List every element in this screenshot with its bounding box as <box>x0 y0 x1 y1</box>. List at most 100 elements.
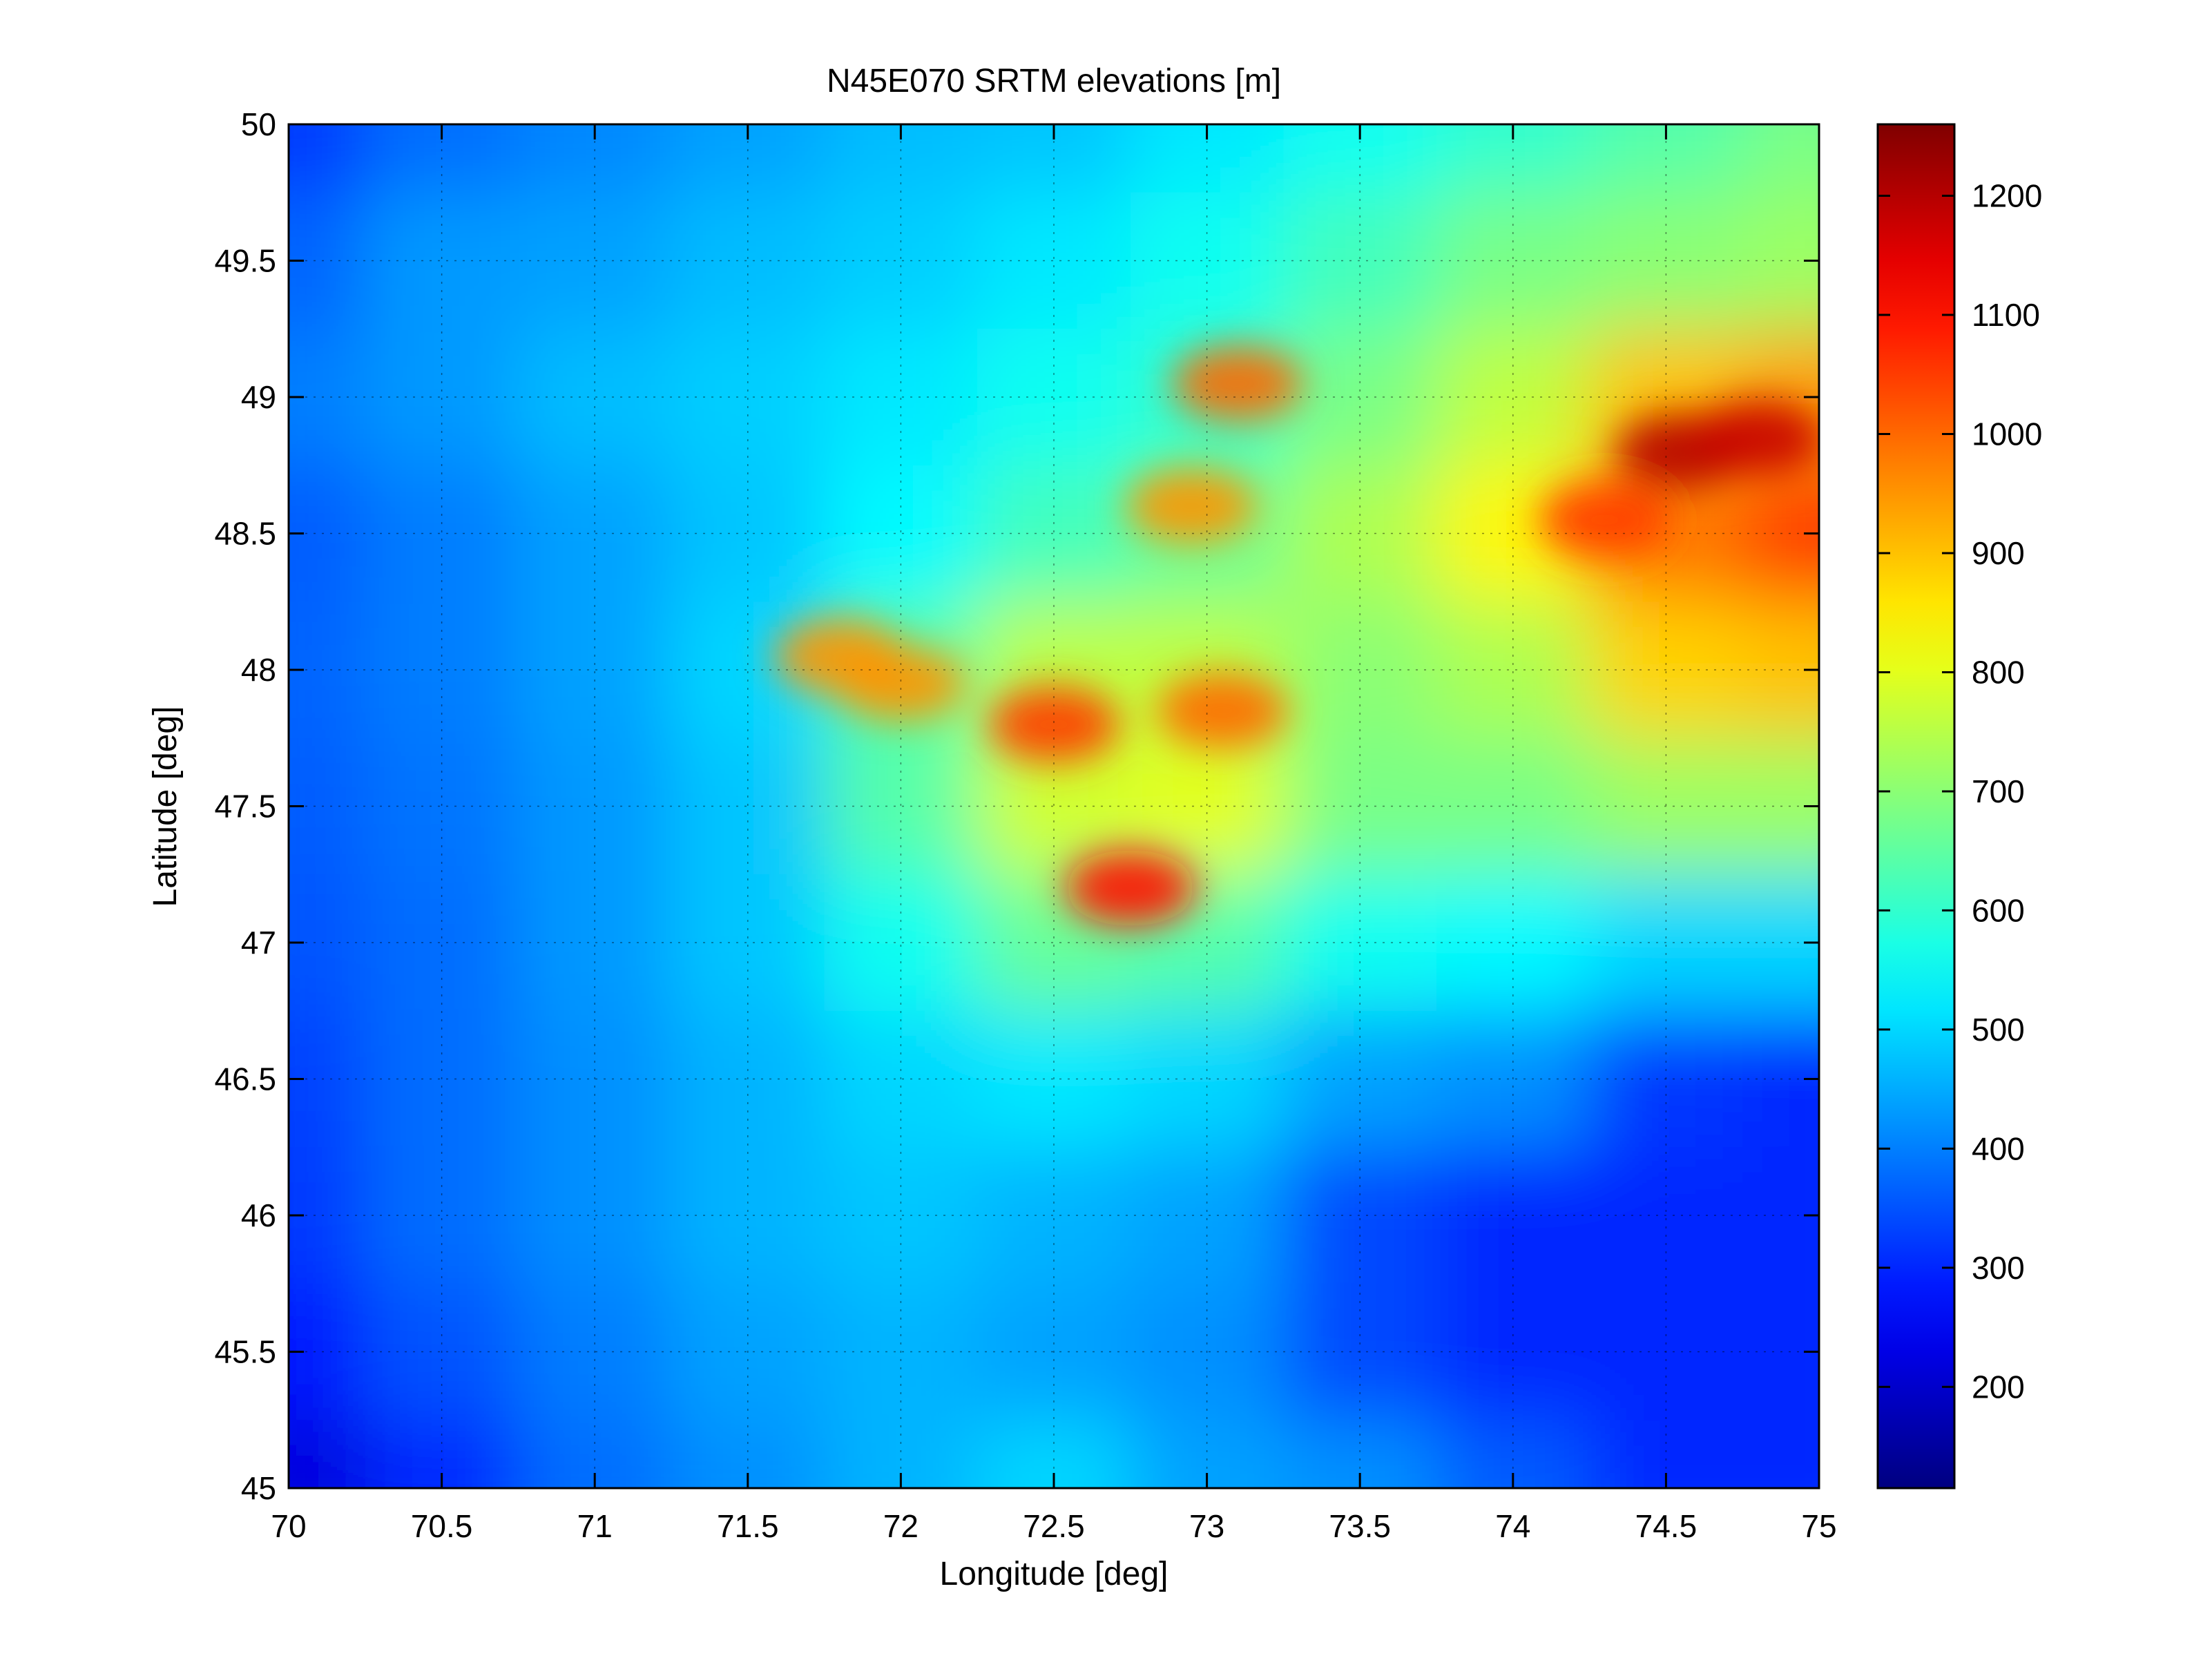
heatmap-peaks <box>773 345 1819 926</box>
heatmap-cell <box>1436 192 1591 331</box>
heatmap-cell <box>518 465 673 604</box>
x-tick-label: 72.5 <box>1023 1508 1085 1544</box>
heatmap-cell <box>1436 874 1591 1012</box>
y-tick-label: 46 <box>241 1197 276 1233</box>
heatmap-cell <box>365 1010 520 1149</box>
heatmap-cell <box>289 124 367 194</box>
heatmap-cell <box>365 192 520 331</box>
heatmap-cell <box>824 465 979 604</box>
heatmap-cell <box>1436 1283 1591 1422</box>
heatmap-cell <box>1589 874 1744 1012</box>
plot-area: 70 70.5 71 71.5 72 72.5 73 73.5 74 74.5 75 4545.54… <box>214 106 1837 1544</box>
heatmap-cell <box>1130 738 1285 876</box>
heatmap-cell <box>977 1147 1132 1285</box>
heatmap-cells <box>289 124 1819 1488</box>
x-tick-label: 74.5 <box>1635 1508 1698 1544</box>
heatmap-cell <box>1589 192 1744 331</box>
heatmap-cell <box>1130 1010 1285 1149</box>
colorbar-tick-label: 500 <box>1972 1012 2025 1048</box>
heatmap-cell <box>1283 1147 1438 1285</box>
heatmap-cell <box>1130 192 1285 331</box>
y-tick-label: 47 <box>241 925 276 961</box>
heatmap-cell <box>824 1283 979 1422</box>
colorbar-tick-label: 700 <box>1972 773 2025 809</box>
x-tick-label: 73 <box>1189 1508 1224 1544</box>
colorbar-gradient <box>1878 124 1954 1488</box>
elevation-peak <box>1126 468 1258 544</box>
heatmap-cell <box>518 1147 673 1285</box>
heatmap-cell <box>1283 738 1438 876</box>
heatmap-cell <box>671 1283 826 1422</box>
heatmap-cell <box>1742 124 1819 194</box>
y-tick-label: 48 <box>241 652 276 688</box>
heatmap-cell <box>977 192 1132 331</box>
heatmap-cell <box>1436 601 1591 740</box>
heatmap-cell <box>671 465 826 604</box>
heatmap-cell <box>1283 874 1438 1012</box>
colorbar: 200 300 400 500 600 700 800 900 1000 1100 1200 <box>1876 123 2042 1490</box>
colorbar-tick-label: 300 <box>1972 1250 2025 1286</box>
heatmap-cell <box>1589 1010 1744 1149</box>
x-tick-label: 71 <box>577 1508 613 1544</box>
x-tick-label: 73.5 <box>1329 1508 1391 1544</box>
heatmap-cell <box>289 1420 367 1488</box>
heatmap-cell <box>1589 738 1744 876</box>
colorbar-frame <box>1876 123 1956 1490</box>
heatmap-cell <box>1283 465 1438 604</box>
colorbar-ticks: 200 300 400 500 600 700 800 900 1000 1100 1200 <box>1878 177 2042 1405</box>
heatmap-cell <box>518 329 673 467</box>
heatmap-cell <box>365 465 520 604</box>
heatmap-cell <box>671 874 826 1012</box>
chart-title: N45E070 SRTM elevations [m] <box>827 63 1281 99</box>
x-tick-label: 72 <box>883 1508 919 1544</box>
colorbar-tick-label: 800 <box>1972 654 2025 690</box>
heatmap-cell <box>365 601 520 740</box>
y-tick-label: 45.5 <box>214 1334 276 1370</box>
heatmap-cell <box>518 874 673 1012</box>
colorbar-tick-label: 400 <box>1972 1130 2025 1166</box>
elevation-peak <box>1539 481 1671 558</box>
y-tick-label: 46.5 <box>214 1061 276 1097</box>
y-tick-label: 49.5 <box>214 243 276 279</box>
heatmap-cell <box>365 1147 520 1285</box>
y-tick-label: 47.5 <box>214 789 276 825</box>
heatmap-cell <box>824 329 979 467</box>
x-tick-label: 70.5 <box>411 1508 473 1544</box>
heatmap-cell <box>824 1010 979 1149</box>
heatmap-cell <box>1283 601 1438 740</box>
y-axis-label: Latitude [deg] <box>147 706 184 907</box>
heatmap-cell <box>1283 1010 1438 1149</box>
heatmap-cell <box>977 1010 1132 1149</box>
x-tick-label: 70 <box>271 1508 306 1544</box>
x-tick-label: 75 <box>1801 1508 1836 1544</box>
heatmap-cell <box>1589 1283 1744 1422</box>
colorbar-tick-label: 1200 <box>1972 177 2042 213</box>
elevation-peak <box>1692 400 1819 476</box>
heatmap-cell <box>977 1283 1132 1422</box>
heatmap-cell <box>365 874 520 1012</box>
colorbar-tick-label: 200 <box>1972 1369 2025 1405</box>
y-tick-label: 45 <box>241 1470 276 1506</box>
heatmap-cell <box>1589 1147 1744 1285</box>
heatmap-cell <box>824 1147 979 1285</box>
heatmap-cell <box>671 1147 826 1285</box>
heatmap-cell <box>824 738 979 876</box>
heatmap-cell <box>1436 1147 1591 1285</box>
x-tick-label: 74 <box>1495 1508 1530 1544</box>
colorbar-tick-label: 600 <box>1972 892 2025 928</box>
heatmap-cell <box>1130 1283 1285 1422</box>
heatmap-cell <box>1436 738 1591 876</box>
heatmap-cell <box>824 192 979 331</box>
x-axis-label: Longitude [deg] <box>940 1556 1168 1592</box>
heatmap-cell <box>1436 329 1591 467</box>
heatmap-cell <box>977 465 1132 604</box>
heatmap-cell <box>518 1010 673 1149</box>
heatmap-cell <box>671 329 826 467</box>
heatmap-cell <box>1436 1010 1591 1149</box>
elevation-peak <box>1156 673 1288 749</box>
elevation-peak <box>773 618 905 695</box>
heatmap-cell <box>518 192 673 331</box>
heatmap-cell <box>518 1283 673 1422</box>
x-axis-ticks: 70 70.5 71 71.5 72 72.5 73 73.5 74 74.5 75 <box>271 124 1837 1544</box>
